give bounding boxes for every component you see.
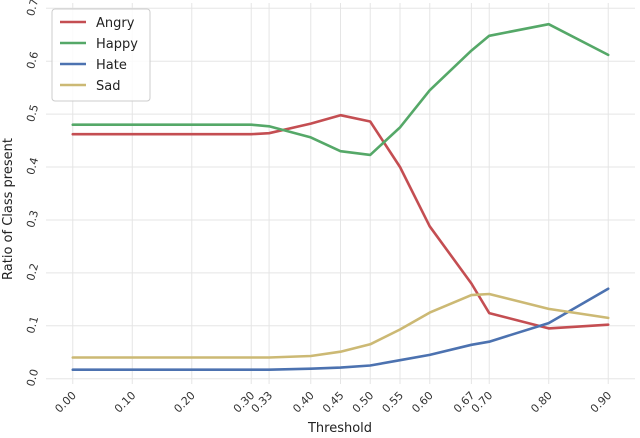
legend-label-happy: Happy	[96, 37, 138, 52]
x-tick-label: 0.55	[380, 389, 407, 416]
x-tick-label: 0.80	[528, 389, 555, 416]
series-line-angry	[71, 113, 610, 330]
y-tick-label: 0.4	[24, 156, 41, 176]
x-tick-label: 0.20	[171, 389, 198, 416]
x-axis-label: Threshold	[307, 421, 372, 436]
x-tick-labels: 0.00 0.10 0.20 0.300.33 0.40 0.45 0.50 0.55 0.60…	[52, 389, 614, 416]
legend-label-angry: Angry	[96, 16, 135, 31]
y-tick-label: 0.0	[24, 368, 41, 388]
x-tick-label: 0.60	[409, 389, 436, 416]
y-tick-label: 0.7	[24, 0, 41, 18]
x-tick-label: 0.33	[249, 389, 276, 416]
series-line-sad	[71, 292, 610, 359]
vertical-gridlines	[72, 3, 609, 384]
legend: Angry Happy Hate Sad	[51, 8, 151, 102]
x-tick-label: 0.70	[469, 389, 496, 416]
series-lines	[71, 22, 610, 372]
y-axis-label: Ratio of Class present	[1, 138, 16, 280]
series-line-hate	[71, 287, 610, 372]
x-tick-label: 0.40	[290, 389, 317, 416]
y-tick-label: 0.5	[24, 103, 41, 123]
x-tick-label: 0.90	[588, 389, 615, 416]
y-tick-labels: 0.0 0.1 0.2 0.3 0.4 0.5 0.6 0.7	[24, 0, 41, 388]
legend-box	[51, 8, 151, 102]
y-tick-label: 0.6	[24, 50, 41, 70]
y-tick-label: 0.1	[24, 315, 41, 335]
legend-label-hate: Hate	[96, 58, 127, 73]
y-tick-label: 0.3	[24, 209, 41, 229]
x-tick-label: 0.10	[112, 389, 139, 416]
x-tick-label: 0.50	[350, 389, 377, 416]
x-tick-label: 0.00	[52, 389, 79, 416]
x-tick-label: 0.45	[320, 389, 347, 416]
legend-label-sad: Sad	[96, 79, 120, 94]
y-tick-label: 0.2	[24, 262, 41, 282]
series-line-happy	[71, 22, 610, 157]
